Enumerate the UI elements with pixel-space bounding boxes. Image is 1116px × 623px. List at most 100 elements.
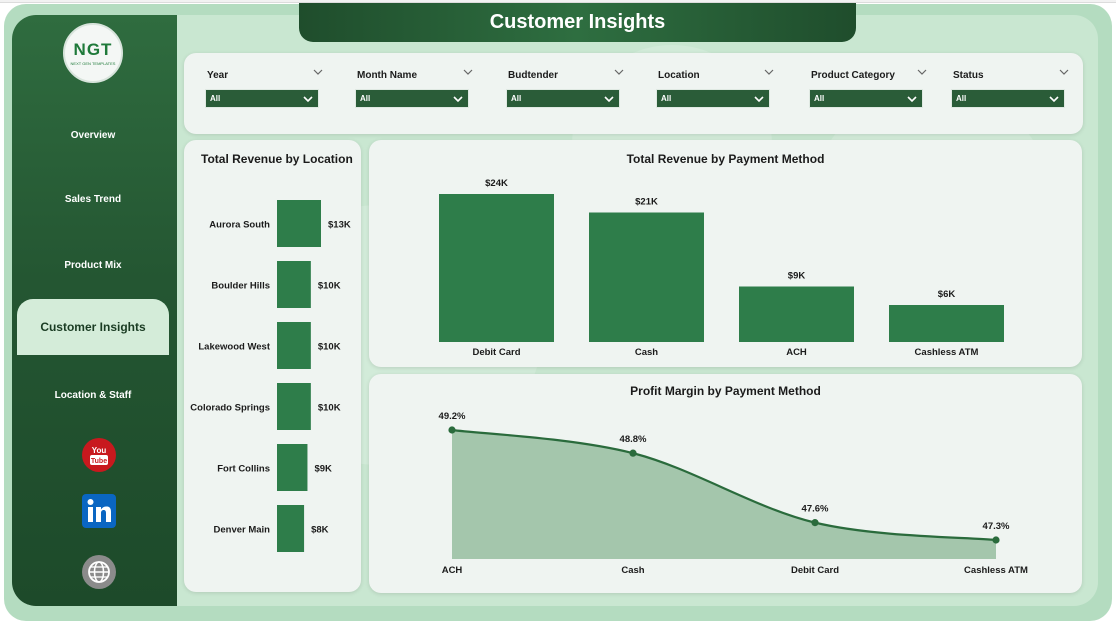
revenue-by-location-card: Total Revenue by Location Aurora South $1… xyxy=(184,140,361,592)
location-value-label: $9K xyxy=(314,464,332,475)
payment-bar xyxy=(889,305,1004,342)
payment-value-label: $9K xyxy=(788,271,806,282)
location-label: Denver Main xyxy=(214,525,271,536)
payment-category-label: Cash xyxy=(635,347,658,358)
location-value-label: $10K xyxy=(318,342,341,353)
profit-margin-point xyxy=(629,449,637,457)
chevron-down-icon[interactable] xyxy=(313,67,323,77)
profit-margin-point xyxy=(811,519,819,527)
chevron-down-icon[interactable] xyxy=(1059,67,1069,77)
chevron-down-icon[interactable] xyxy=(614,67,624,77)
logo-subtitle: NEXT GEN TEMPLATES xyxy=(70,61,116,66)
nav-label: Product Mix xyxy=(64,259,122,271)
chevron-down-icon xyxy=(453,96,463,103)
select-value: All xyxy=(661,94,672,103)
select-value: All xyxy=(511,94,522,103)
profit-margin-point xyxy=(992,536,1000,544)
payment-bar xyxy=(739,286,854,342)
payment-category-label: Cashless ATM xyxy=(915,347,979,358)
filter-label: Status xyxy=(953,70,984,81)
chevron-down-icon[interactable] xyxy=(764,67,774,77)
profit-margin-category-label: Cashless ATM xyxy=(964,565,1028,576)
payment-category-label: ACH xyxy=(786,347,807,358)
budtender-select[interactable]: All xyxy=(506,89,620,108)
chevron-down-icon[interactable] xyxy=(917,67,927,77)
nav-label: Sales Trend xyxy=(64,193,122,205)
select-value: All xyxy=(956,94,967,103)
select-value: All xyxy=(360,94,371,103)
product-category-select[interactable]: All xyxy=(809,89,923,108)
filter-label: Month Name xyxy=(357,70,417,81)
profit-margin-category-label: ACH xyxy=(442,565,463,576)
filter-label: Year xyxy=(207,70,229,81)
nav-product-mix[interactable]: Product Mix xyxy=(17,250,169,280)
nav-sales-trend[interactable]: Sales Trend xyxy=(17,184,169,214)
select-value: All xyxy=(814,94,825,103)
month-name-select[interactable]: All xyxy=(355,89,469,108)
location-label: Colorado Springs xyxy=(190,403,270,414)
payment-value-label: $24K xyxy=(485,178,508,189)
filter-panel: Year All Month Name All Budtender All Lo… xyxy=(184,53,1083,134)
globe-icon[interactable] xyxy=(81,554,117,590)
chart-title: Profit Margin by Payment Method xyxy=(630,384,821,398)
youtube-tube: Tube xyxy=(91,458,107,465)
payment-bar xyxy=(589,212,704,342)
profit-margin-category-label: Debit Card xyxy=(791,565,839,576)
select-value: All xyxy=(210,94,221,103)
ngt-logo: NGT NEXT GEN TEMPLATES xyxy=(63,23,123,83)
payment-value-label: $21K xyxy=(635,197,658,208)
chevron-down-icon[interactable] xyxy=(463,67,473,77)
page-title: Customer Insights xyxy=(489,11,666,33)
filter-label: Budtender xyxy=(508,70,558,81)
nav-label: Location & Staff xyxy=(54,389,132,401)
youtube-icon[interactable]: You Tube xyxy=(81,437,117,473)
revenue-by-payment-chart: $24K Debit Card $21K Cash $9K ACH $6K Cashless … xyxy=(439,178,1004,358)
payment-category-label: Debit Card xyxy=(472,347,520,358)
chevron-down-icon xyxy=(754,96,764,103)
youtube-you: You xyxy=(92,446,107,455)
profit-margin-value-label: 48.8% xyxy=(620,434,647,445)
payment-value-label: $6K xyxy=(938,289,956,300)
logo-mark: NGT xyxy=(73,40,113,59)
location-value-label: $10K xyxy=(318,403,341,414)
payment-bar xyxy=(439,194,554,342)
revenue-by-location-chart: Aurora South $13K Boulder Hills $10K Lakewoo… xyxy=(190,200,351,552)
revenue-by-payment-card: Total Revenue by Payment Method $24K Debi… xyxy=(369,140,1082,367)
chevron-down-icon xyxy=(1049,96,1059,103)
nav-overview[interactable]: Overview xyxy=(17,120,169,150)
profit-margin-chart: 49.2% ACH 48.8% Cash 47.6% Debit Card 47.3% Cas… xyxy=(439,411,1028,576)
location-bar xyxy=(277,261,311,308)
profit-margin-area xyxy=(452,430,996,559)
location-label: Boulder Hills xyxy=(211,281,270,292)
top-strip xyxy=(0,0,1116,3)
year-select[interactable]: All xyxy=(205,89,319,108)
profit-margin-card: Profit Margin by Payment Method 49.2% ACH… xyxy=(369,374,1082,593)
location-label: Fort Collins xyxy=(217,464,270,475)
profit-margin-category-label: Cash xyxy=(621,565,644,576)
status-select[interactable]: All xyxy=(951,89,1065,108)
location-bar xyxy=(277,200,321,247)
profit-margin-value-label: 47.6% xyxy=(802,504,829,515)
linkedin-icon[interactable] xyxy=(81,493,117,529)
nav-label: Customer Insights xyxy=(40,320,146,334)
nav-customer-insights[interactable]: Customer Insights xyxy=(17,299,169,355)
location-label: Aurora South xyxy=(209,220,270,231)
filter-label: Product Category xyxy=(811,70,895,81)
location-select[interactable]: All xyxy=(656,89,770,108)
location-label: Lakewood West xyxy=(198,342,270,353)
filter-label: Location xyxy=(658,70,700,81)
profit-margin-value-label: 49.2% xyxy=(439,411,466,422)
nav-label: Overview xyxy=(70,129,116,141)
profit-margin-line xyxy=(451,428,997,542)
chart-title: Total Revenue by Location xyxy=(201,152,353,166)
chevron-down-icon xyxy=(303,96,313,103)
chevron-down-icon xyxy=(604,96,614,103)
location-bar xyxy=(277,444,308,491)
location-value-label: $13K xyxy=(328,220,351,231)
chevron-down-icon xyxy=(907,96,917,103)
location-bar xyxy=(277,383,311,430)
location-bar xyxy=(277,505,305,552)
nav-location-staff[interactable]: Location & Staff xyxy=(17,380,169,410)
profit-margin-point xyxy=(448,426,456,434)
